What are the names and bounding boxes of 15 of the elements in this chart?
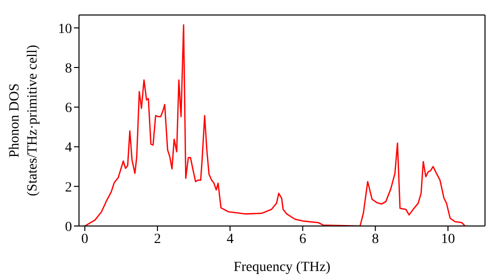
x-tick-label: 2: [154, 232, 161, 247]
x-tick-label: 6: [299, 232, 306, 247]
y-tick-label: 10: [58, 22, 72, 37]
x-tick-label: 10: [440, 232, 455, 247]
x-tick-label: 4: [226, 232, 234, 247]
x-tick-label: 0: [81, 232, 88, 247]
y-tick-label: 4: [65, 140, 72, 156]
y-tick-label: 0: [65, 220, 72, 235]
line-series: [84, 24, 466, 226]
y-axis-title: Phonon DOS (States/THz·primitive cell): [8, 44, 40, 196]
y-tick-label: 2: [65, 180, 72, 196]
x-axis-title: Frequency (THz): [234, 260, 331, 275]
y-tick-label: 8: [65, 61, 72, 76]
y-tick-label: 6: [65, 101, 72, 116]
x-tick-label: 8: [372, 232, 379, 247]
